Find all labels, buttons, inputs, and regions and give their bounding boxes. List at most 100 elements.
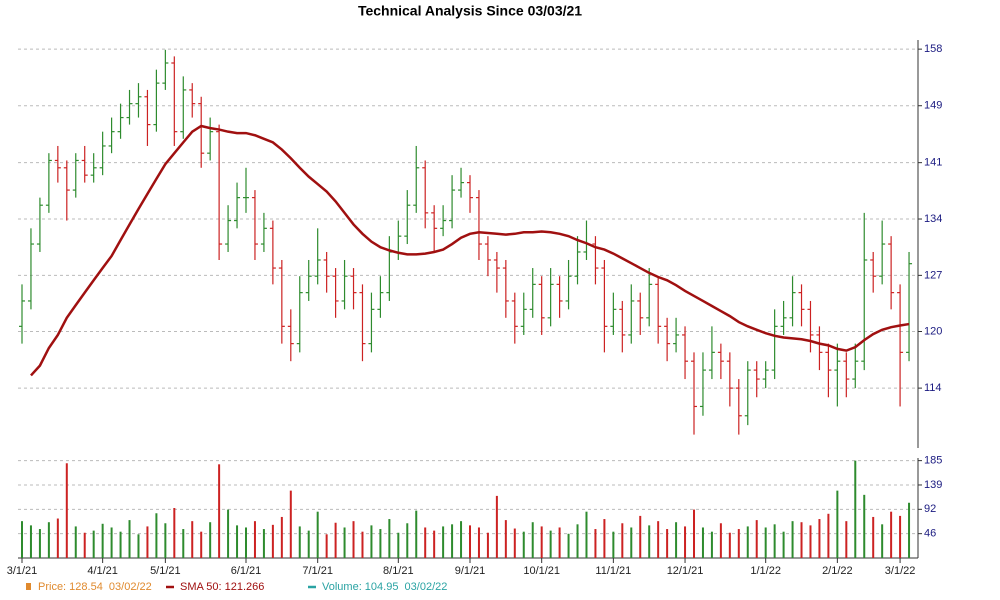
volume-bar: [836, 490, 839, 558]
volume-bar: [433, 530, 436, 558]
volume-bar: [764, 527, 767, 558]
volume-bar: [504, 520, 507, 558]
volume-bar: [549, 530, 552, 558]
sma-line: [30, 124, 910, 377]
volume-bar: [379, 529, 382, 558]
volume-bar: [110, 527, 113, 558]
y-tick-label: 134: [924, 213, 942, 225]
x-tick-label: 1/1/22: [750, 565, 781, 577]
volume-bar: [773, 524, 776, 558]
legend-label: Price: 128.54 03/02/22: [38, 581, 152, 593]
volume-bar: [854, 460, 857, 558]
volume-bar: [253, 521, 256, 558]
volume-bar: [908, 502, 911, 558]
volume-bar: [56, 518, 59, 558]
volume-bar: [710, 531, 713, 558]
y-tick-label: 127: [924, 269, 942, 281]
volume-bar: [890, 511, 893, 558]
volume-bar: [791, 521, 794, 558]
x-tick-label: 4/1/21: [87, 565, 118, 577]
volume-bar: [227, 509, 230, 558]
volume-bar: [872, 516, 875, 558]
x-tick-label: 6/1/21: [231, 565, 262, 577]
volume-bar: [92, 530, 95, 558]
volume-bar: [666, 529, 669, 558]
volume-bar: [47, 522, 50, 558]
x-tick-label: 10/1/21: [523, 565, 560, 577]
volume-bar: [612, 531, 615, 558]
volume-bar: [495, 495, 498, 558]
volume-bar: [137, 534, 140, 558]
volume-bar: [164, 523, 167, 558]
volume-bar: [818, 519, 821, 558]
volume-bar: [442, 526, 445, 558]
volume-bar: [522, 531, 525, 558]
volume-bar: [675, 522, 678, 558]
volume-bar: [576, 524, 579, 558]
volume-bar: [639, 515, 642, 558]
volume-bar: [827, 513, 830, 558]
volume-bar: [307, 530, 310, 558]
volume-bar: [809, 525, 812, 558]
x-tick-label: 12/1/21: [667, 565, 704, 577]
volume-bar: [719, 523, 722, 558]
volume-bar: [469, 525, 471, 558]
volume-bar: [74, 526, 77, 558]
volume-bar: [280, 516, 283, 558]
volume-bar: [603, 519, 606, 558]
volume-bar: [513, 528, 516, 558]
volume-bar: [451, 524, 454, 558]
y-tick-label: 46: [924, 528, 936, 540]
volume-bar: [245, 527, 247, 558]
volume-bar: [567, 533, 570, 558]
volume-bar: [316, 511, 319, 558]
volume-bar: [370, 525, 373, 558]
volume-bar: [863, 494, 866, 558]
volume-bar: [128, 520, 131, 558]
volume-bar: [406, 523, 409, 558]
volume-bar: [101, 523, 104, 558]
y-tick-label: 92: [924, 503, 936, 515]
y-tick-label: 114: [924, 382, 942, 394]
volume-bar: [200, 531, 203, 558]
volume-bar: [477, 527, 480, 558]
volume-bar: [155, 513, 158, 558]
volume-bar: [191, 521, 194, 558]
volume-bar: [182, 529, 185, 558]
y-tick-label: 158: [924, 43, 942, 55]
volume-bar: [415, 510, 418, 558]
volume-bar: [657, 521, 660, 558]
volume-bar: [701, 527, 704, 558]
volume-bar: [334, 522, 337, 558]
volume-bar: [236, 525, 239, 558]
volume-bar: [343, 527, 346, 558]
volume-bar: [460, 521, 463, 558]
volume-bar: [361, 531, 364, 558]
volume-bar: [881, 524, 884, 558]
x-tick-label: 3/1/22: [885, 565, 916, 577]
y-tick-label: 149: [924, 100, 942, 112]
volume-bar: [83, 532, 86, 558]
volume-bar: [540, 526, 543, 558]
volume-bar: [800, 522, 803, 558]
volume-bar: [531, 522, 534, 558]
legend-key: [26, 583, 31, 590]
y-tick-label: 141: [924, 157, 942, 169]
volume-bar: [585, 511, 588, 558]
volume-bar: [558, 527, 561, 558]
volume-bar: [298, 526, 301, 558]
volume-bar: [737, 529, 740, 558]
legend-label: SMA 50: 121.266: [180, 581, 264, 593]
volume-bar: [38, 529, 41, 558]
volume-bar: [262, 529, 265, 558]
x-tick-label: 2/1/22: [822, 565, 853, 577]
volume-bar: [648, 525, 651, 558]
x-tick-label: 9/1/21: [455, 565, 486, 577]
volume-bar: [693, 509, 695, 558]
y-tick-label: 185: [924, 455, 942, 467]
volume-bar: [271, 524, 274, 558]
volume-bar: [29, 525, 32, 558]
volume-bar: [728, 532, 731, 558]
